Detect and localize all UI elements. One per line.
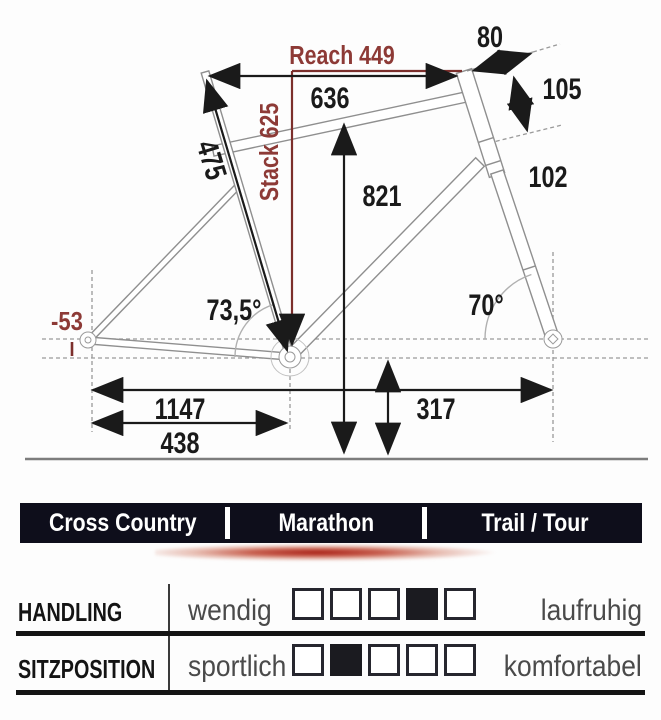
chainstay-tube	[93, 336, 284, 361]
handling-row-label: HANDLING	[18, 597, 123, 627]
category-bar: Cross Country Marathon Trail / Tour	[20, 503, 642, 543]
sitzposition-rating-scale	[292, 644, 476, 676]
rating-box	[368, 588, 400, 620]
handling-rating-scale	[292, 588, 476, 620]
top-tube-length: 636	[310, 81, 349, 114]
rating-box	[330, 588, 362, 620]
rating-box	[444, 588, 476, 620]
seat-tube-angle: 73,5°	[207, 293, 262, 326]
bb-drop: -53	[51, 307, 83, 336]
rating-box	[444, 644, 476, 676]
category-cross-country: Cross Country	[48, 508, 197, 537]
handling-right-label: laufruhig	[540, 594, 642, 627]
frame-geometry-diagram: Reach 449 Stack 625 636 475 821 80 105 1…	[25, 20, 648, 461]
category-divider	[225, 507, 230, 539]
sitzposition-left-label: sportlich	[188, 650, 287, 683]
rating-box	[292, 644, 324, 676]
wheelbase: 1147	[155, 392, 206, 425]
row-separator-line	[16, 631, 645, 636]
stem-length: 80	[477, 20, 503, 53]
category-divider	[422, 507, 427, 539]
head-tube-top-length: 105	[542, 72, 581, 105]
sitzposition-row-label: SITZPOSITION	[18, 654, 156, 684]
bb-height: 317	[416, 392, 455, 425]
head-tube-length: 102	[528, 160, 567, 193]
steering-angle: 70°	[468, 288, 503, 321]
rating-box	[368, 644, 400, 676]
front-dropout	[543, 329, 563, 349]
reach-label: Reach 449	[289, 41, 394, 71]
category-highlight-gradient	[155, 544, 500, 561]
bottom-separator-line	[16, 690, 645, 695]
rear-dropout	[79, 331, 97, 349]
ratings-vertical-divider	[168, 584, 170, 692]
rating-box	[406, 644, 438, 676]
rating-box-filled	[406, 588, 438, 620]
rating-box-filled	[330, 644, 362, 676]
bottom-bracket	[278, 345, 302, 369]
chainstay-length: 438	[160, 426, 199, 459]
category-trail-tour: Trail / Tour	[480, 508, 589, 537]
dimension-arrows	[90, 49, 554, 456]
handling-left-label: wendig	[188, 594, 272, 627]
category-marathon: Marathon	[278, 508, 374, 537]
stack-label: Stack 625	[255, 103, 285, 201]
rating-box	[292, 588, 324, 620]
standover-height: 821	[362, 179, 401, 212]
axle-points	[79, 329, 563, 377]
sitzposition-right-label: komfortabel	[504, 650, 642, 683]
